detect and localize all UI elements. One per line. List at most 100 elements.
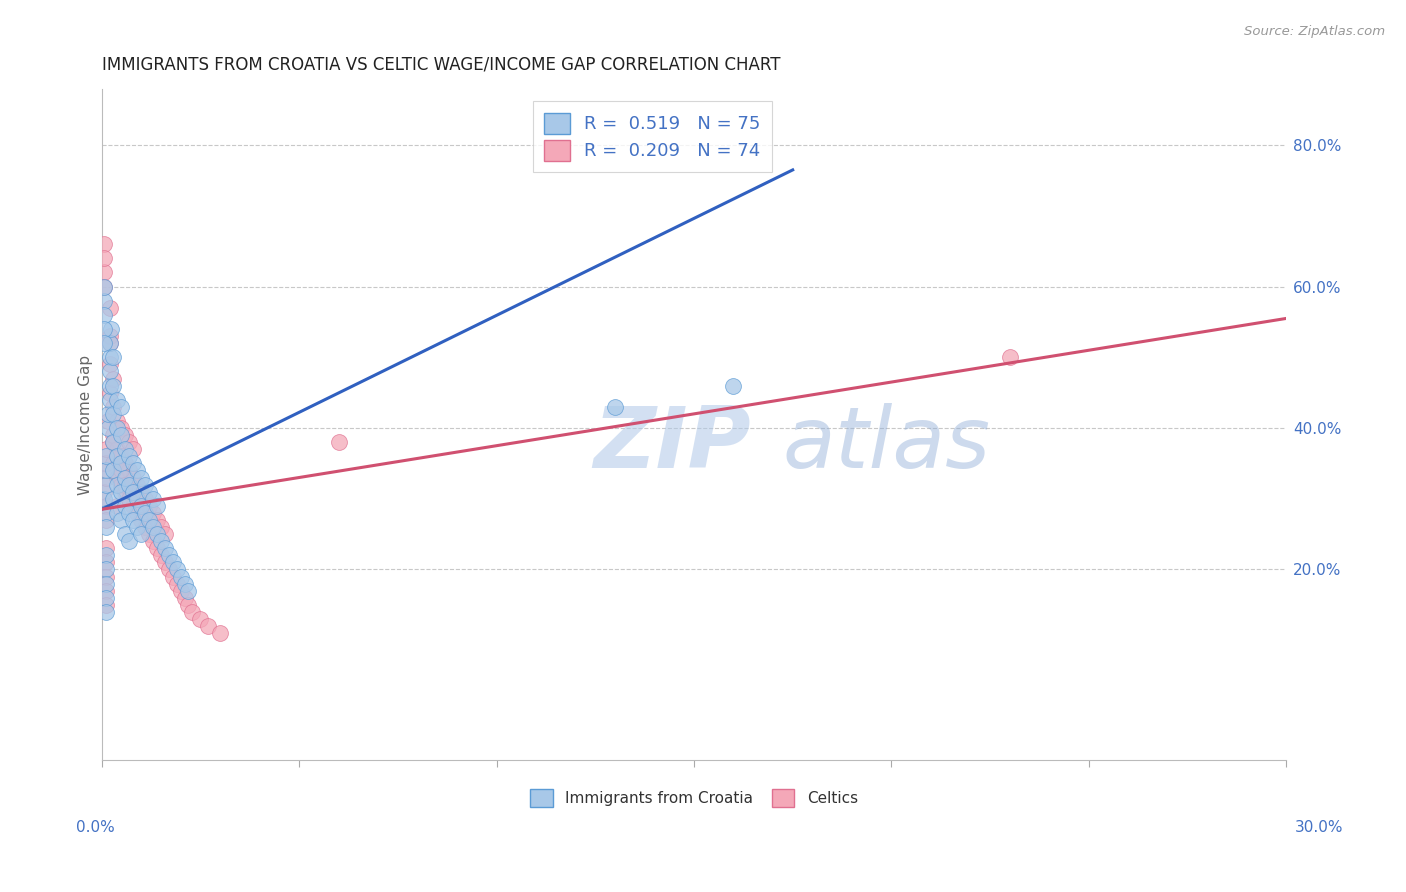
Point: [110, 484, 132, 499]
Point: [118, 506, 141, 520]
Point: [93, 484, 115, 499]
Point: [98, 329, 121, 343]
Point: [94, 442, 117, 457]
Point: [103, 351, 125, 365]
Point: [103, 491, 125, 506]
Point: [114, 484, 136, 499]
Point: [129, 484, 152, 499]
Point: [723, 378, 745, 392]
Point: [103, 435, 125, 450]
Point: [153, 527, 176, 541]
Point: [169, 569, 191, 583]
Point: [103, 400, 125, 414]
Point: [114, 527, 136, 541]
Point: [103, 407, 125, 421]
Point: [103, 378, 125, 392]
Text: IMMIGRANTS FROM CROATIA VS CELTIC WAGE/INCOME GAP CORRELATION CHART: IMMIGRANTS FROM CROATIA VS CELTIC WAGE/I…: [101, 55, 780, 73]
Point: [118, 463, 141, 477]
Point: [177, 583, 200, 598]
Point: [138, 513, 160, 527]
Point: [96, 407, 118, 421]
Point: [181, 605, 204, 619]
Point: [118, 450, 141, 464]
Point: [162, 555, 184, 569]
Point: [129, 470, 152, 484]
Point: [153, 555, 176, 569]
Point: [173, 591, 195, 605]
Point: [149, 549, 172, 563]
Point: [94, 506, 117, 520]
Point: [146, 527, 169, 541]
Point: [127, 477, 149, 491]
Point: [110, 428, 132, 442]
Point: [177, 598, 200, 612]
Point: [93, 491, 115, 506]
Point: [138, 527, 160, 541]
Point: [94, 555, 117, 569]
Point: [110, 477, 132, 491]
Legend: Immigrants from Croatia, Celtics: Immigrants from Croatia, Celtics: [524, 783, 863, 814]
Text: 0.0%: 0.0%: [76, 821, 115, 835]
Point: [129, 527, 152, 541]
Point: [105, 414, 128, 428]
Point: [603, 400, 626, 414]
Point: [157, 562, 180, 576]
Text: 30.0%: 30.0%: [1295, 821, 1343, 835]
Point: [188, 612, 211, 626]
Point: [166, 576, 188, 591]
Point: [96, 421, 118, 435]
Point: [142, 520, 165, 534]
Point: [94, 513, 117, 527]
Point: [110, 450, 132, 464]
Point: [98, 385, 121, 400]
Point: [114, 456, 136, 470]
Point: [98, 392, 121, 407]
Point: [93, 237, 115, 252]
Point: [197, 619, 219, 633]
Point: [105, 470, 128, 484]
Point: [93, 265, 115, 279]
Point: [103, 456, 125, 470]
Point: [103, 435, 125, 450]
Point: [94, 605, 117, 619]
Point: [105, 477, 128, 491]
Point: [118, 491, 141, 506]
Point: [149, 520, 172, 534]
Point: [142, 491, 165, 506]
Point: [110, 456, 132, 470]
Point: [93, 293, 115, 308]
Point: [162, 569, 184, 583]
Point: [134, 491, 156, 506]
Point: [142, 506, 165, 520]
Point: [110, 463, 132, 477]
Text: atlas: atlas: [783, 403, 991, 486]
Point: [138, 499, 160, 513]
Point: [134, 520, 156, 534]
Point: [93, 336, 115, 351]
Point: [169, 583, 191, 598]
Point: [114, 442, 136, 457]
Point: [146, 541, 169, 556]
Point: [93, 279, 115, 293]
Point: [998, 351, 1021, 365]
Point: [98, 336, 121, 351]
Point: [129, 513, 152, 527]
Point: [127, 491, 149, 506]
Point: [94, 591, 117, 605]
Point: [114, 477, 136, 491]
Point: [98, 357, 121, 371]
Point: [103, 463, 125, 477]
Y-axis label: Wage/Income Gap: Wage/Income Gap: [79, 354, 93, 494]
Point: [94, 520, 117, 534]
Point: [173, 576, 195, 591]
Point: [146, 499, 169, 513]
Point: [94, 499, 117, 513]
Point: [118, 534, 141, 549]
Text: ZIP: ZIP: [593, 403, 751, 486]
Point: [166, 562, 188, 576]
Point: [105, 442, 128, 457]
Point: [138, 484, 160, 499]
Point: [122, 513, 145, 527]
Point: [94, 583, 117, 598]
Point: [122, 470, 145, 484]
